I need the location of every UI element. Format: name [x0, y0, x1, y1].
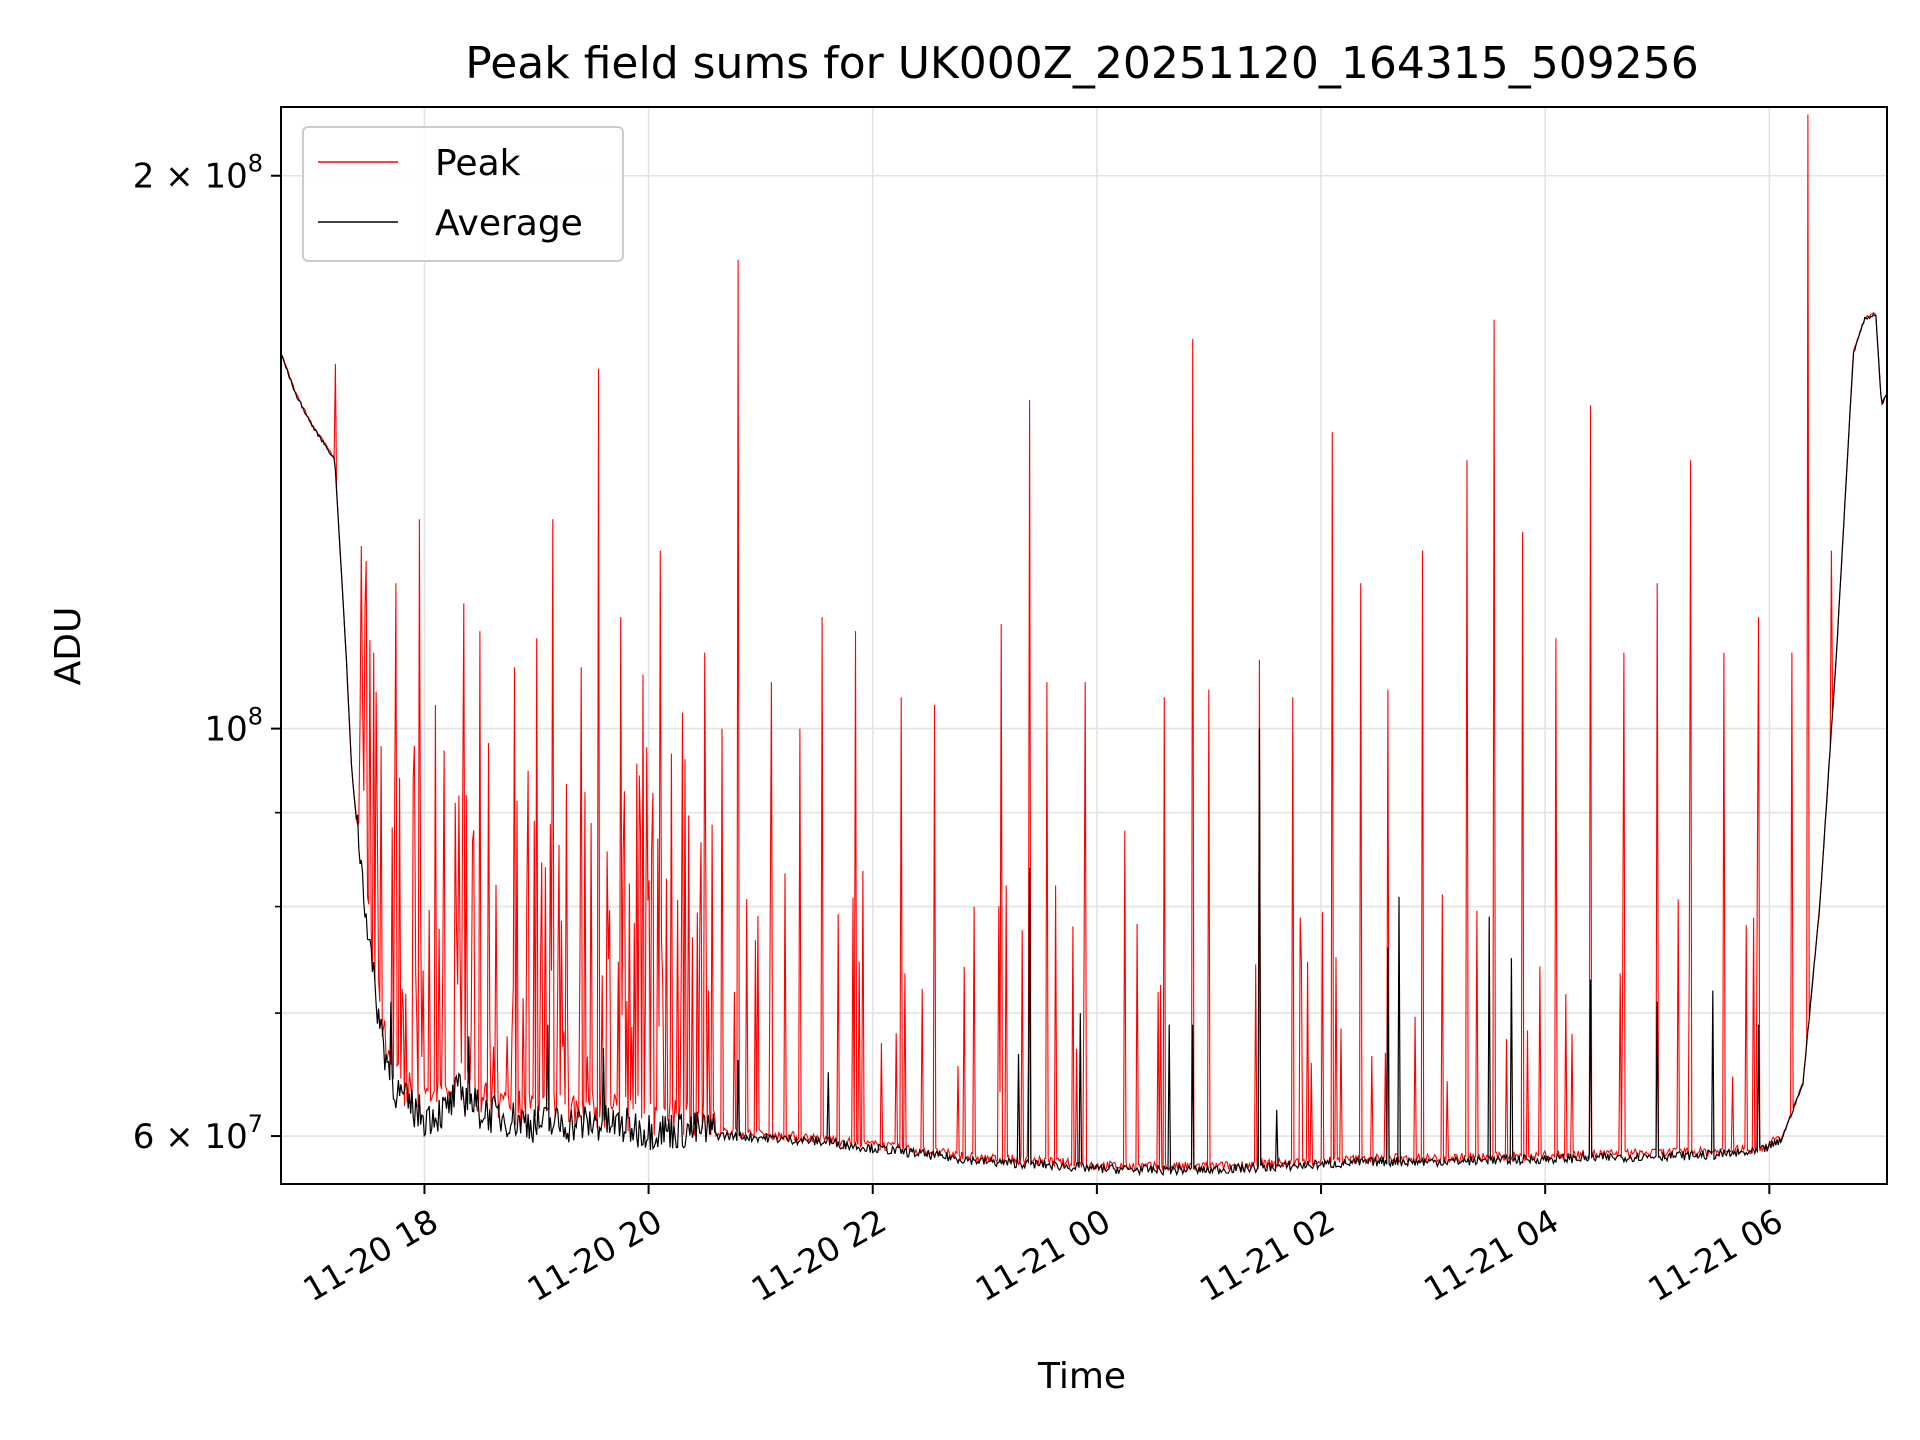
series-layer — [281, 114, 1887, 1177]
grid — [281, 107, 1887, 1184]
y-tick-label: 6 × 107 — [133, 1110, 263, 1157]
chart-title: Peak field sums for UK000Z_20251120_1643… — [465, 38, 1699, 89]
legend-average-label: Average — [435, 203, 583, 244]
y-axis: 6 × 107 108 2 × 108 — [133, 150, 281, 1157]
legend: Peak Average — [302, 126, 624, 262]
legend-peak-label: Peak — [435, 143, 521, 184]
plot-frame — [280, 106, 1888, 1185]
average-series-line — [281, 313, 1887, 1177]
y-tick-label: 108 — [204, 703, 263, 750]
x-axis-label: Time — [1037, 1356, 1126, 1397]
y-tick-label: 2 × 108 — [133, 150, 263, 197]
legend-box — [302, 126, 624, 262]
y-axis-label: ADU — [48, 607, 89, 686]
